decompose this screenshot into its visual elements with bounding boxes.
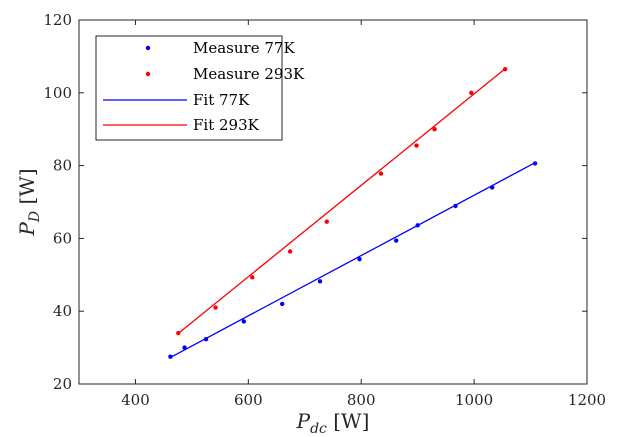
y-axis: 20 40 60 80 100 120 [43,11,587,393]
point-measure-293k [502,66,508,72]
point-measure-77k [241,319,247,324]
y-axis-label: PD [W] [15,168,43,236]
legend-label-measure-77k: Measure 77K [193,39,295,57]
point-measure-77k [182,345,187,350]
legend-marker-measure-293k [145,71,151,77]
y-tick-label: 100 [43,84,72,102]
legend-label-fit-77k: Fit 77K [193,91,250,109]
point-measure-293k [287,249,293,254]
point-measure-293k [414,143,419,148]
point-measure-77k [357,256,362,262]
point-measure-293k [250,275,255,280]
point-measure-293k [378,171,384,176]
x-tick-label: 1000 [455,391,493,409]
point-measure-77k [453,203,458,209]
y-tick-label: 120 [43,11,72,29]
point-measure-77k [317,279,323,284]
x-tick-label: 800 [347,391,376,409]
y-tick-label: 60 [53,229,72,247]
point-measure-77k [394,238,399,243]
y-tick-label: 80 [53,157,72,175]
y-tick-label: 20 [53,375,72,393]
legend: Measure 77K Measure 293K Fit 77K Fit 293… [95,35,305,141]
point-measure-293k [432,127,437,132]
point-measure-293k [176,330,181,336]
point-measure-293k [213,305,218,310]
x-axis-label: Pdc [W] [296,409,370,437]
point-measure-293k [324,219,329,224]
series-line-fit-77k [170,162,536,359]
legend-box [95,35,283,141]
point-measure-77k [203,337,209,342]
point-measure-77k [415,223,420,228]
y-tick-label: 40 [53,302,72,320]
legend-label-measure-293k: Measure 293K [193,65,305,83]
fit-lines [170,68,536,359]
point-measure-77k [489,185,495,190]
series-line-fit-293k [177,68,506,334]
x-tick-label: 600 [234,391,263,409]
point-measure-77k [168,354,173,359]
point-measure-77k [280,301,285,307]
point-measure-293k [469,90,474,96]
legend-marker-measure-77k [145,45,151,51]
point-measure-77k [532,161,538,166]
x-tick-label: 1200 [568,391,606,409]
x-axis: 400 600 800 1000 1200 [121,20,606,409]
x-tick-label: 400 [121,391,150,409]
measure-markers [168,66,538,359]
legend-label-fit-293k: Fit 293K [193,116,260,134]
